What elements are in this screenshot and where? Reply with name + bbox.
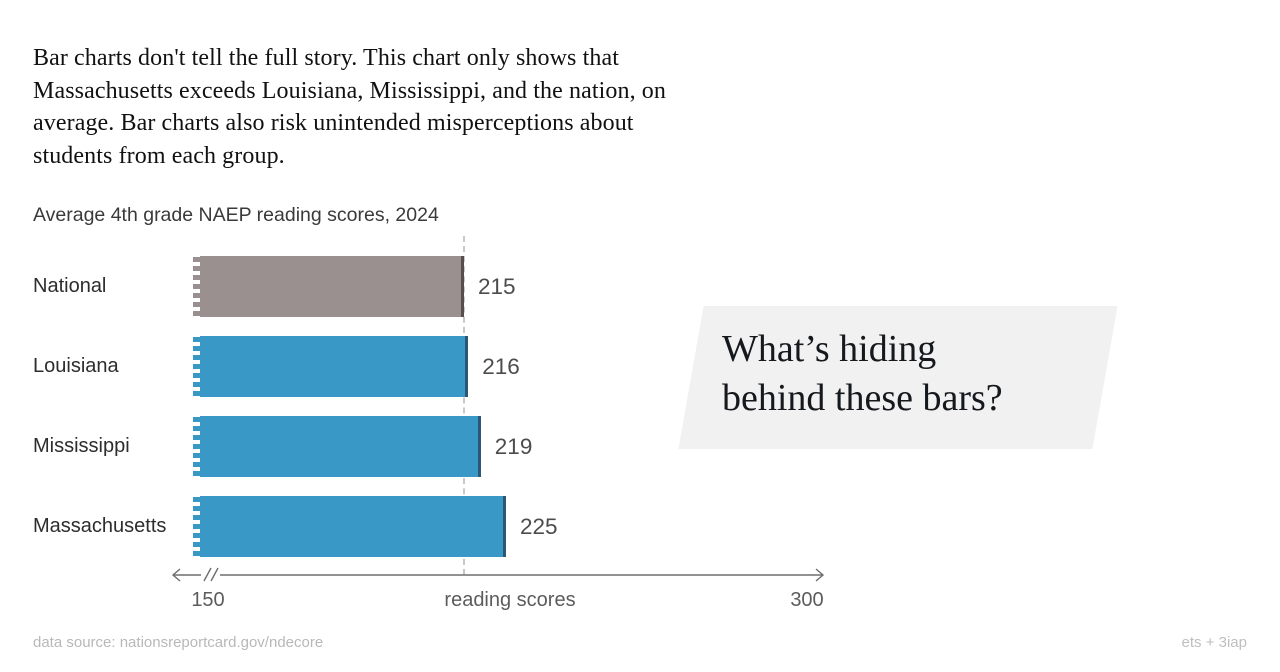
bar-value-label: 225: [520, 513, 558, 539]
x-axis: [171, 567, 825, 582]
bar-value-label: 215: [478, 273, 516, 299]
bar-category-label: Louisiana: [33, 355, 119, 377]
bar-torn-edge-icon: [193, 337, 201, 396]
bar-torn-edge-icon: [193, 257, 201, 316]
callout-line: behind these bars?: [722, 377, 1003, 419]
axis-tick-min: 150: [191, 589, 225, 611]
intro-line: average. Bar charts also risk unintended…: [33, 110, 634, 136]
credit-note: ets + 3iap: [1181, 634, 1247, 651]
axis-break-icon: [203, 567, 212, 582]
bar-rect: [200, 416, 481, 477]
intro-paragraph: Bar charts don't tell the full story. Th…: [33, 42, 666, 172]
bar-rect: [200, 496, 506, 557]
intro-line: Bar charts don't tell the full story. Th…: [33, 45, 619, 71]
intro-line: Massachusetts exceeds Louisiana, Mississ…: [33, 77, 666, 104]
intro-line: students from each group.: [33, 142, 285, 169]
bar-category-label: Massachusetts: [33, 515, 167, 537]
bar-row: National 215: [0, 256, 860, 317]
chart-title: Average 4th grade NAEP reading scores, 2…: [33, 204, 439, 226]
bar-torn-edge-icon: [193, 417, 201, 476]
bar-category-label: Mississippi: [33, 435, 130, 457]
axis-break-icon: [210, 567, 219, 582]
bar-rect: [200, 256, 464, 317]
bar-category-label: National: [33, 275, 107, 297]
bar-value-label: 216: [482, 353, 520, 379]
bar-value-label: 219: [494, 433, 533, 459]
bar-row: Louisiana 216: [0, 336, 860, 397]
axis-tick-max: 300: [790, 589, 824, 611]
axis-right-arrow-icon: [815, 568, 825, 582]
axis-title: reading scores: [444, 589, 576, 611]
reference-line: [463, 236, 465, 575]
callout-line: What’s hiding: [722, 328, 937, 370]
bar-row: Massachusetts 225: [0, 496, 860, 557]
callout-text: What’s hiding behind these bars?: [722, 325, 1003, 423]
bar-row: Mississippi 219: [0, 416, 860, 477]
bar-torn-edge-icon: [193, 497, 201, 556]
bar-rect: [200, 336, 469, 397]
data-source-note: data source: nationsreportcard.gov/ndeco…: [33, 634, 324, 651]
